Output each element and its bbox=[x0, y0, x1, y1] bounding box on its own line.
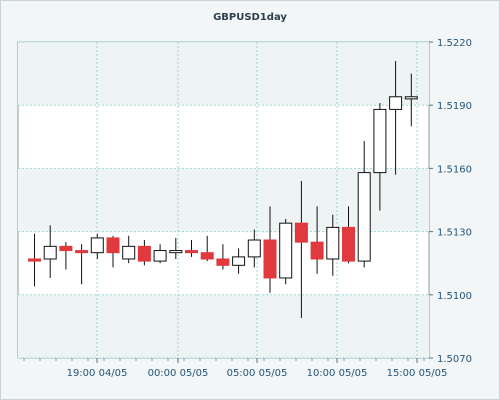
candle-body bbox=[153, 250, 167, 262]
y-tick-label: 1.5070 bbox=[437, 354, 472, 365]
candle bbox=[404, 73, 418, 127]
y-tick-label: 1.5190 bbox=[437, 101, 472, 112]
candle bbox=[153, 244, 167, 264]
candle-body bbox=[59, 245, 73, 252]
candle-body bbox=[43, 245, 57, 260]
y-tick-label: 1.5160 bbox=[437, 164, 472, 175]
candle-body bbox=[279, 222, 293, 279]
candle bbox=[263, 206, 277, 293]
candle bbox=[28, 233, 41, 287]
x-tick-label: 19:00 04/05 bbox=[67, 368, 128, 379]
x-tick-label: 15:00 05/05 bbox=[387, 368, 448, 379]
candle-body bbox=[200, 252, 214, 260]
candle bbox=[90, 233, 104, 259]
candle bbox=[342, 206, 355, 264]
candle bbox=[185, 240, 198, 257]
candle bbox=[200, 235, 214, 262]
candle-body bbox=[169, 250, 183, 254]
candle bbox=[122, 235, 136, 264]
candle bbox=[75, 244, 89, 285]
candle-body bbox=[389, 96, 403, 110]
candle bbox=[373, 103, 387, 211]
candle bbox=[247, 229, 261, 268]
candle-body bbox=[232, 256, 246, 266]
candle-body bbox=[28, 258, 41, 262]
candle-body bbox=[404, 96, 418, 100]
candle-body bbox=[106, 237, 120, 254]
candle-body bbox=[216, 258, 230, 266]
candle bbox=[137, 240, 151, 266]
candle bbox=[169, 237, 183, 259]
grid-lines bbox=[18, 41, 429, 359]
candles bbox=[28, 60, 418, 318]
candle bbox=[232, 248, 246, 274]
y-tick-label: 1.5100 bbox=[437, 291, 472, 302]
candle-body bbox=[137, 245, 151, 262]
y-tick-label: 1.5220 bbox=[437, 38, 472, 49]
candle bbox=[389, 60, 403, 175]
candle-body bbox=[263, 239, 277, 279]
candle bbox=[216, 244, 230, 270]
candle-body bbox=[294, 222, 308, 243]
candle-body bbox=[247, 239, 261, 258]
x-tick-label: 10:00 05/05 bbox=[307, 368, 368, 379]
x-axis: 19:00 04/05 00:00 05/05 05:00 05/05 10:00 0… bbox=[23, 358, 448, 379]
candle bbox=[59, 242, 73, 270]
candle-body bbox=[90, 237, 104, 254]
y-axis: 1.5070 1.5100 1.5130 1.5160 1.5190 1.5220 bbox=[429, 38, 472, 365]
candle-body bbox=[342, 226, 355, 262]
candle bbox=[294, 181, 308, 318]
candle-body bbox=[373, 108, 387, 174]
candle-body bbox=[122, 245, 136, 260]
candle-body bbox=[310, 241, 324, 260]
band bbox=[18, 42, 429, 106]
candle-body bbox=[75, 250, 89, 254]
candle bbox=[106, 235, 120, 268]
alternating-bands bbox=[18, 42, 429, 358]
candle bbox=[279, 218, 293, 285]
candle-body bbox=[326, 226, 340, 260]
candle bbox=[43, 225, 57, 278]
candle-body bbox=[357, 172, 371, 262]
chart-title: GBPUSD1day bbox=[213, 12, 287, 23]
candle bbox=[357, 141, 371, 268]
candle bbox=[326, 214, 340, 276]
y-tick-label: 1.5130 bbox=[437, 228, 472, 239]
x-tick-label: 00:00 05/05 bbox=[148, 368, 209, 379]
band bbox=[18, 294, 429, 358]
candle-body bbox=[185, 250, 198, 254]
x-tick-label: 05:00 05/05 bbox=[227, 368, 288, 379]
candle bbox=[310, 206, 324, 274]
